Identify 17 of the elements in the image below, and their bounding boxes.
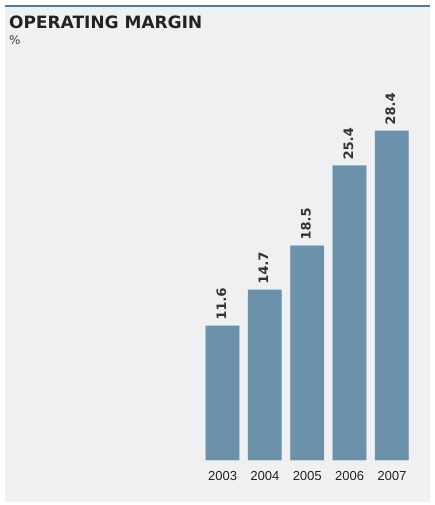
- data-label: 28.4: [384, 92, 400, 125]
- x-tick-label: 2006: [335, 468, 364, 483]
- text: %: [9, 33, 20, 47]
- x-tick-label: 2003: [208, 468, 237, 483]
- bar: [290, 246, 324, 460]
- bar: [374, 130, 409, 460]
- bar: [206, 326, 240, 460]
- bar: [332, 165, 366, 460]
- data-label: 18.5: [300, 207, 315, 240]
- chart-title: OPERATING MARGIN: [9, 13, 202, 33]
- data-label: 25.4: [342, 127, 357, 160]
- x-tick-label: 2005: [292, 468, 322, 483]
- data-label: 14.7: [257, 252, 272, 284]
- x-tick-label: 2007: [377, 468, 406, 483]
- data-label: 11.6: [214, 288, 230, 320]
- bar: [248, 290, 282, 460]
- x-tick-label: 2004: [250, 468, 280, 483]
